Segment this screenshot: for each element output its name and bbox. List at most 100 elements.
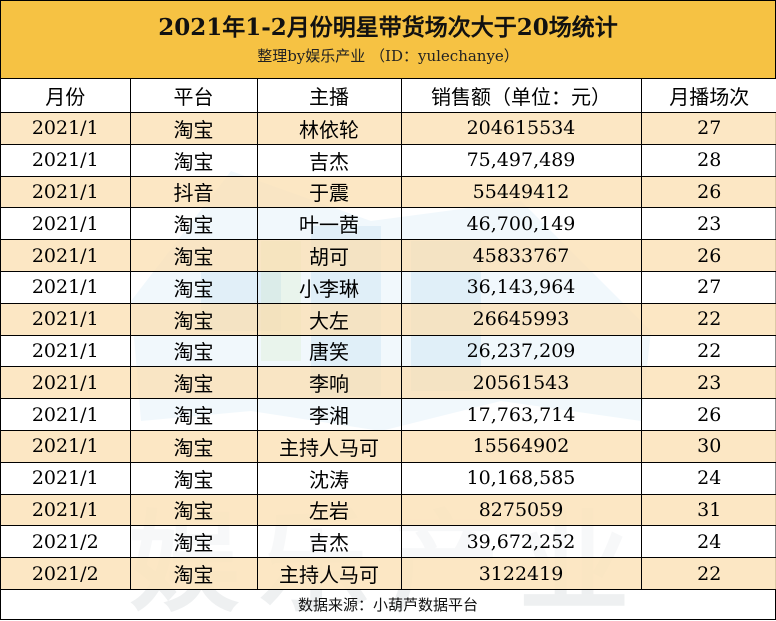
cell-platform: 淘宝 [130,557,258,590]
cell-host: 于震 [257,176,402,209]
cell-sessions: 26 [641,239,776,272]
cell-month: 2021/1 [1,335,131,368]
cell-sales: 20561543 [401,366,642,400]
cell-sales: 26,237,209 [401,335,642,368]
cell-month: 2021/1 [1,398,131,431]
cell-platform: 淘宝 [130,112,258,145]
cell-month: 2021/1 [1,207,131,241]
page-title: 2021年1-2月份明星带货场次大于20场统计 [158,13,618,41]
column-header-sales: 销售额（单位：元） [401,79,642,113]
cell-platform: 淘宝 [130,525,258,559]
cell-sessions: 24 [641,462,776,495]
cell-sales: 36,143,964 [401,271,642,304]
data-source-footer: 数据来源：小葫芦数据平台 [297,595,478,614]
cell-sessions: 22 [641,303,776,336]
cell-platform: 淘宝 [130,430,258,463]
cell-sessions: 27 [641,271,776,304]
cell-sessions: 28 [641,144,776,177]
cell-platform: 淘宝 [130,335,258,368]
cell-month: 2021/1 [1,462,131,495]
cell-month: 2021/1 [1,144,131,177]
cell-host: 林依轮 [257,112,402,145]
cell-sales: 204615534 [401,112,642,145]
cell-month: 2021/1 [1,366,131,400]
cell-host: 李响 [257,366,402,400]
cell-sales: 46,700,149 [401,207,642,241]
cell-month: 2021/1 [1,176,131,209]
page-subtitle: 整理by娱乐产业 （ID：yulechanye） [257,46,519,65]
cell-host: 唐笑 [257,335,402,368]
cell-platform: 抖音 [130,176,258,209]
cell-platform: 淘宝 [130,271,258,304]
cell-host: 大左 [257,303,402,336]
stats-table: 月份 平台 主播 销售额（单位：元） 月播场次 2021/1 淘宝 林依轮 20461… [1,79,776,590]
cell-sessions: 23 [641,207,776,241]
table-row: 2021/2 淘宝 吉杰 39,672,252 24 [1,525,776,559]
title-bar: 2021年1-2月份明星带货场次大于20场统计 整理by娱乐产业 （ID：yul… [1,1,775,79]
cell-month: 2021/1 [1,430,131,463]
table-row: 2021/1 淘宝 大左 26645993 22 [1,303,776,336]
cell-sales: 17,763,714 [401,398,642,431]
table-body: 2021/1 淘宝 林依轮 204615534 27 2021/1 淘宝 吉杰 75,497,4… [1,112,776,590]
cell-month: 2021/1 [1,303,131,336]
cell-month: 2021/1 [1,271,131,304]
cell-sessions: 24 [641,525,776,559]
cell-platform: 淘宝 [130,366,258,400]
cell-month: 2021/1 [1,494,131,527]
cell-platform: 淘宝 [130,494,258,527]
cell-sales: 45833767 [401,239,642,272]
cell-sessions: 27 [641,112,776,145]
cell-sales: 8275059 [401,494,642,527]
cell-sessions: 31 [641,494,776,527]
cell-host: 主持人马可 [257,557,402,590]
cell-host: 胡可 [257,239,402,272]
cell-platform: 淘宝 [130,207,258,241]
cell-sales: 39,672,252 [401,525,642,559]
cell-host: 李湘 [257,398,402,431]
cell-platform: 淘宝 [130,239,258,272]
table-header-row: 月份 平台 主播 销售额（单位：元） 月播场次 [1,79,776,113]
table-row: 2021/1 淘宝 唐笑 26,237,209 22 [1,335,776,368]
cell-sales: 75,497,489 [401,144,642,177]
cell-sales: 55449412 [401,176,642,209]
column-header-platform: 平台 [130,79,258,113]
cell-month: 2021/1 [1,239,131,272]
cell-sessions: 30 [641,430,776,463]
table-row: 2021/1 淘宝 叶一茜 46,700,149 23 [1,207,776,241]
cell-host: 吉杰 [257,144,402,177]
table-row: 2021/1 淘宝 胡可 45833767 26 [1,239,776,272]
cell-sessions: 23 [641,366,776,400]
table-row: 2021/1 淘宝 李响 20561543 23 [1,366,776,400]
cell-sessions: 26 [641,176,776,209]
cell-month: 2021/2 [1,557,131,590]
cell-host: 主持人马可 [257,430,402,463]
cell-month: 2021/1 [1,112,131,145]
cell-platform: 淘宝 [130,398,258,431]
cell-platform: 淘宝 [130,303,258,336]
cell-sales: 10,168,585 [401,462,642,495]
column-header-host: 主播 [257,79,402,113]
table-row: 2021/2 淘宝 主持人马可 3122419 22 [1,557,776,590]
cell-sessions: 26 [641,398,776,431]
cell-host: 小李琳 [257,271,402,304]
table-row: 2021/1 抖音 于震 55449412 26 [1,176,776,209]
cell-platform: 淘宝 [130,462,258,495]
cell-sessions: 22 [641,557,776,590]
table-row: 2021/1 淘宝 小李琳 36,143,964 27 [1,271,776,304]
column-header-month: 月份 [1,79,131,113]
cell-month: 2021/2 [1,525,131,559]
cell-sessions: 22 [641,335,776,368]
cell-sales: 3122419 [401,557,642,590]
table-row: 2021/1 淘宝 主持人马可 15564902 30 [1,430,776,463]
cell-host: 吉杰 [257,525,402,559]
table-row: 2021/1 淘宝 吉杰 75,497,489 28 [1,144,776,177]
cell-platform: 淘宝 [130,144,258,177]
table-row: 2021/1 淘宝 李湘 17,763,714 26 [1,398,776,431]
cell-host: 左岩 [257,494,402,527]
table-row: 2021/1 淘宝 左岩 8275059 31 [1,494,776,527]
table-row: 2021/1 淘宝 沈涛 10,168,585 24 [1,462,776,495]
table-row: 2021/1 淘宝 林依轮 204615534 27 [1,112,776,145]
column-header-sessions: 月播场次 [641,79,776,113]
cell-host: 叶一茜 [257,207,402,241]
